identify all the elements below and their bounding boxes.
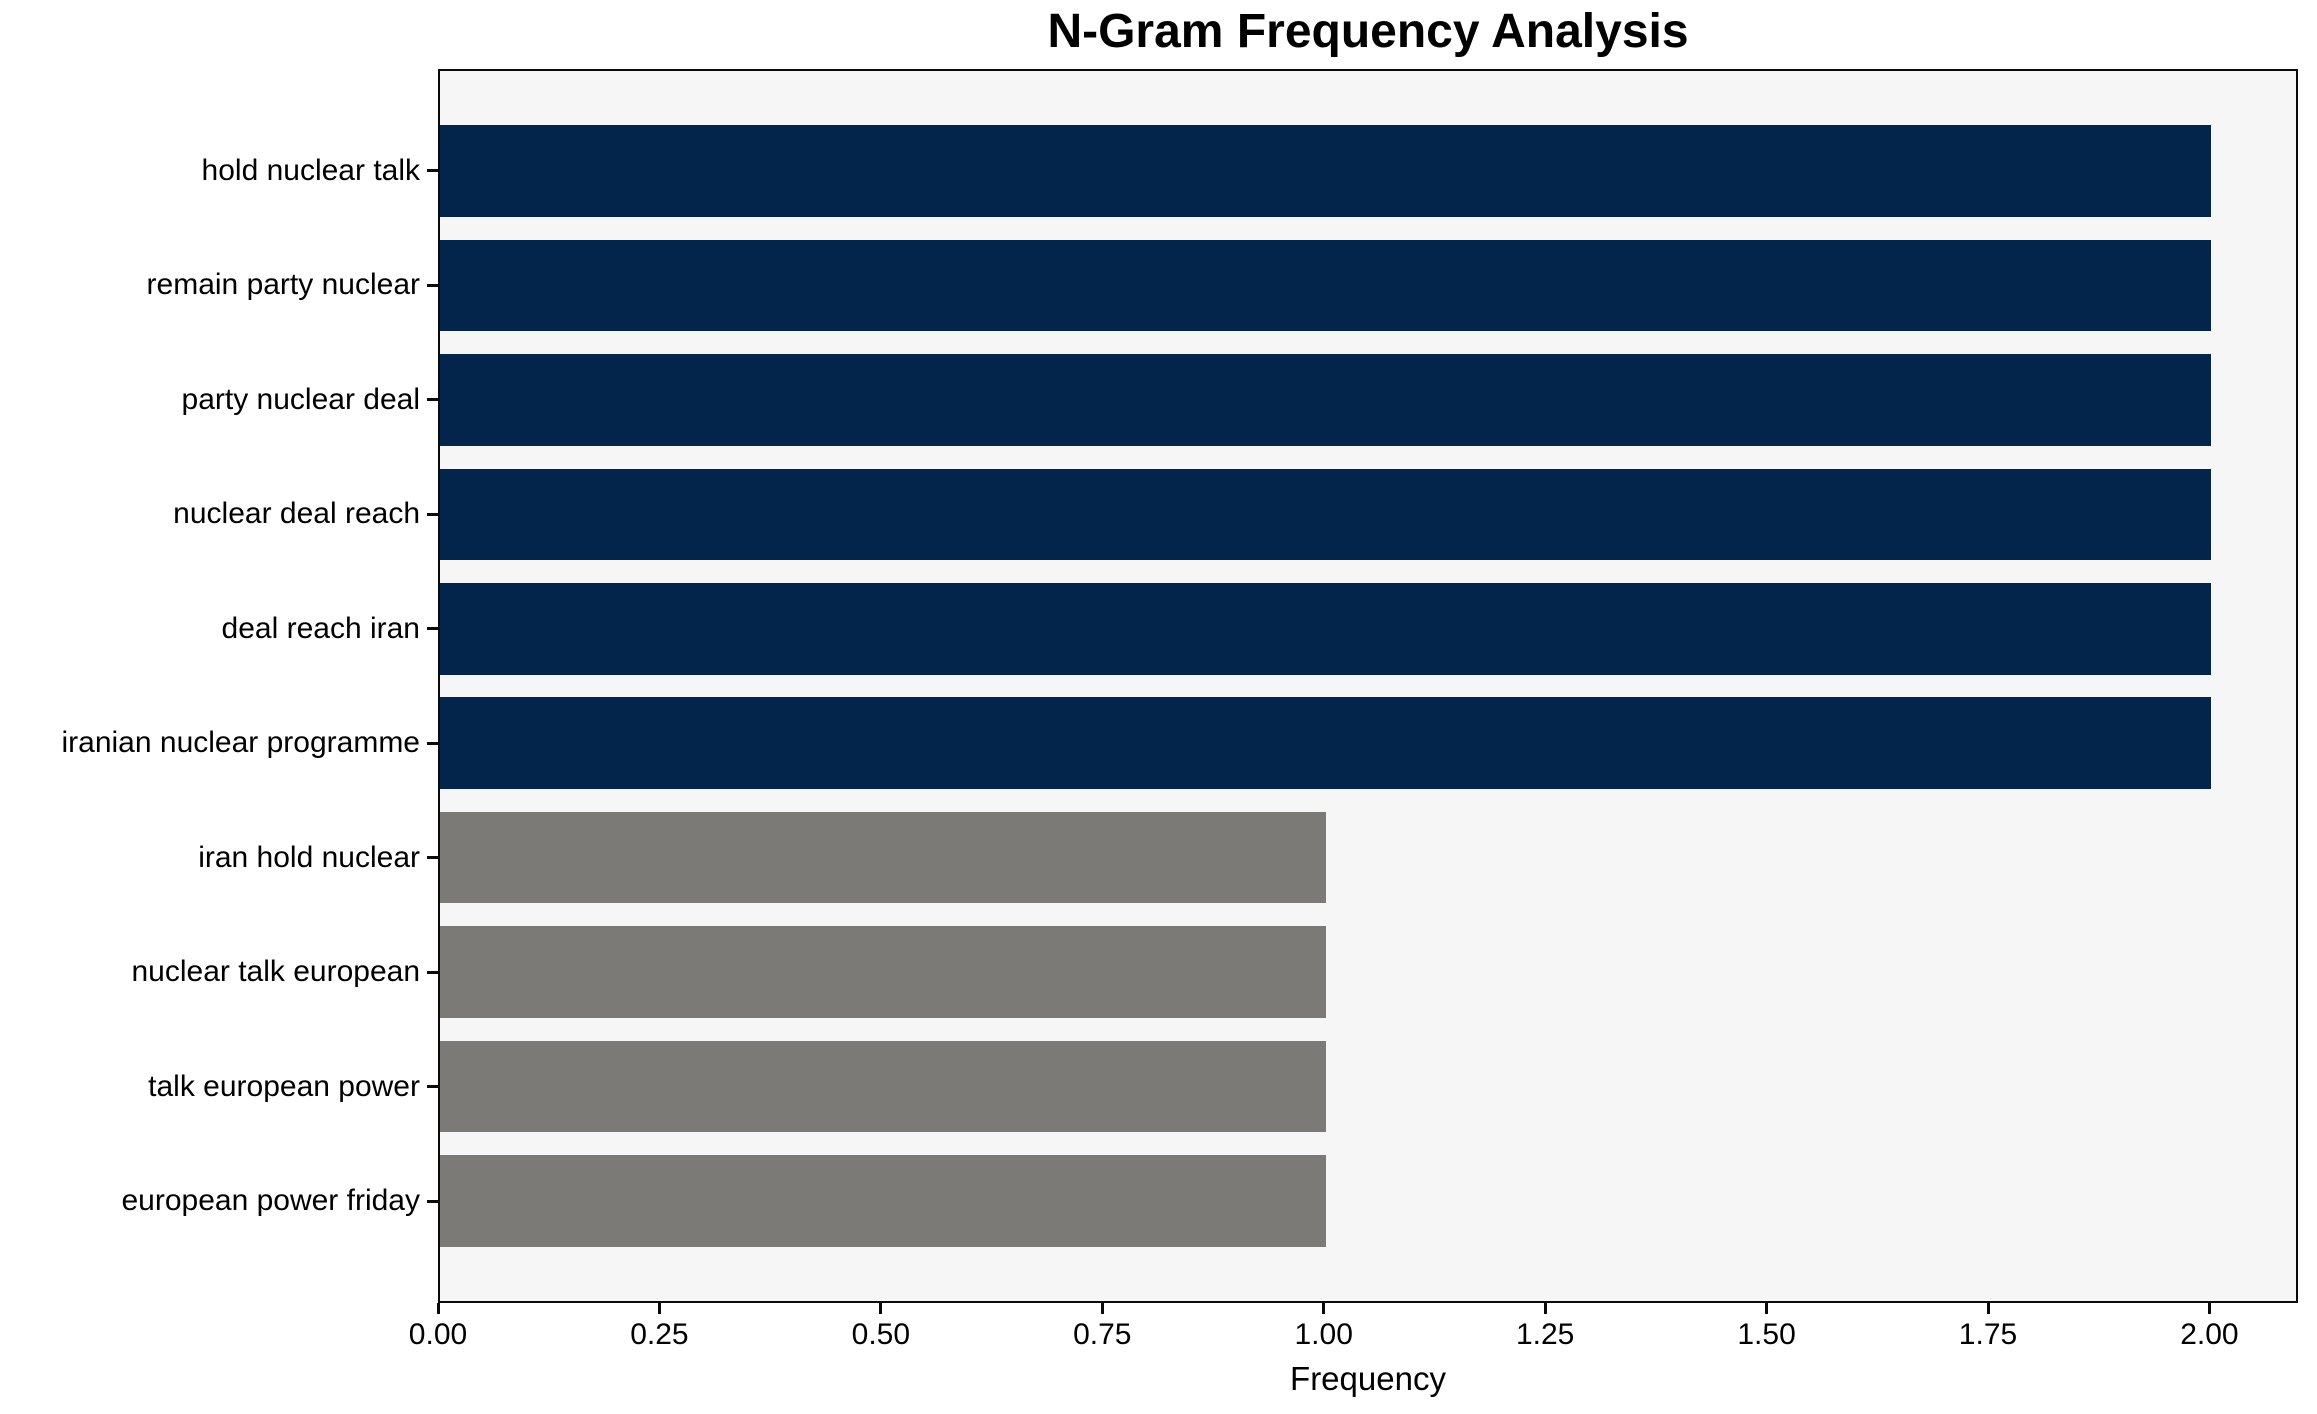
y-tick-mark bbox=[427, 1199, 438, 1203]
plot-area bbox=[438, 69, 2298, 1303]
y-tick-label: hold nuclear talk bbox=[201, 153, 420, 187]
x-tick-mark bbox=[1322, 1303, 1326, 1314]
bar bbox=[440, 125, 2212, 217]
bar bbox=[440, 1040, 1326, 1133]
x-tick-label: 1.50 bbox=[1737, 1318, 1796, 1351]
y-tick-mark bbox=[427, 741, 438, 745]
x-tick-mark bbox=[1765, 1303, 1769, 1314]
bar bbox=[440, 926, 1326, 1018]
x-tick-mark bbox=[436, 1303, 440, 1314]
y-tick-label: nuclear talk european bbox=[131, 955, 420, 989]
x-tick-mark bbox=[1100, 1303, 1104, 1314]
y-tick-label: nuclear deal reach bbox=[173, 497, 420, 531]
x-tick-mark bbox=[1986, 1303, 1990, 1314]
x-tick-label: 0.00 bbox=[408, 1318, 468, 1351]
y-tick-mark bbox=[427, 512, 438, 516]
y-tick-label: iran hold nuclear bbox=[198, 840, 420, 874]
bar bbox=[440, 354, 2212, 446]
x-tick-label: 0.75 bbox=[1073, 1318, 1132, 1351]
y-tick-mark bbox=[427, 856, 438, 860]
chart-title: N-Gram Frequency Analysis bbox=[1047, 5, 1689, 58]
y-tick-label: talk european power bbox=[148, 1069, 420, 1103]
x-tick-mark bbox=[2207, 1303, 2211, 1314]
x-tick-label: 1.00 bbox=[1294, 1318, 1353, 1351]
x-tick-mark bbox=[1543, 1303, 1547, 1314]
x-tick-mark bbox=[657, 1303, 661, 1314]
bar bbox=[440, 239, 2212, 332]
y-tick-label: iranian nuclear programme bbox=[61, 726, 420, 760]
y-tick-label: european power friday bbox=[121, 1184, 420, 1218]
bar bbox=[440, 468, 2212, 561]
y-tick-mark bbox=[427, 398, 438, 402]
x-tick-label: 0.25 bbox=[630, 1318, 689, 1351]
y-tick-mark bbox=[427, 627, 438, 631]
y-tick-mark bbox=[427, 283, 438, 287]
x-tick-label: 2.00 bbox=[2180, 1318, 2239, 1351]
bar bbox=[440, 1155, 1326, 1247]
y-tick-mark bbox=[427, 1085, 438, 1089]
x-tick-label: 1.25 bbox=[1515, 1318, 1575, 1351]
y-tick-label: remain party nuclear bbox=[146, 268, 420, 302]
x-tick-label: 0.50 bbox=[851, 1318, 911, 1351]
bar bbox=[440, 582, 2212, 675]
x-tick-mark bbox=[879, 1303, 883, 1314]
y-tick-label: deal reach iran bbox=[221, 611, 420, 645]
y-tick-mark bbox=[427, 970, 438, 974]
y-tick-label: party nuclear deal bbox=[181, 382, 420, 416]
x-axis-title: Frequency bbox=[1290, 1360, 1446, 1397]
bar bbox=[440, 811, 1326, 904]
y-tick-mark bbox=[427, 169, 438, 173]
bar bbox=[440, 697, 2212, 789]
x-tick-label: 1.75 bbox=[1958, 1318, 2018, 1351]
